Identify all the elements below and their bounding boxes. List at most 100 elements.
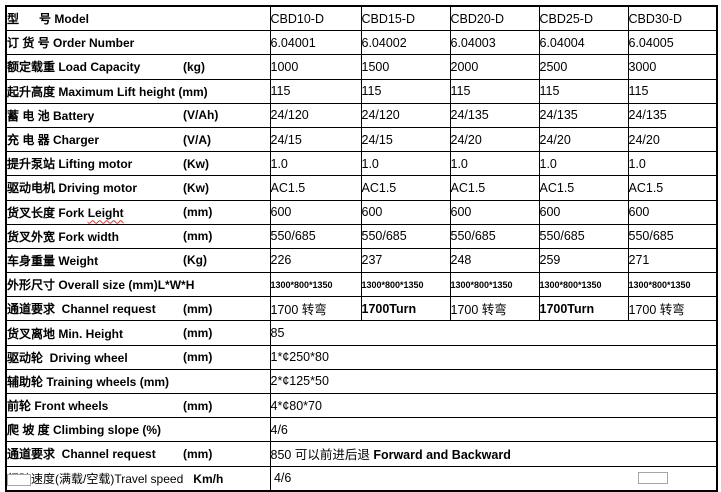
text-part: 货叉长度 Fork bbox=[7, 205, 88, 220]
text-part: 辅助轮 Training wheels (mm) bbox=[7, 374, 170, 389]
spec-value-channel-request-length: 850 可以前进后退 Forward and Backward bbox=[269, 441, 718, 467]
spec-table-body: 型 号 Model CBD10-D CBD15-D CBD20-D CBD25-D CBD… bbox=[5, 5, 718, 492]
unit-label: (mm) bbox=[183, 326, 213, 341]
spec-table: 型 号 Model CBD10-D CBD15-D CBD20-D CBD25-D CBD… bbox=[5, 5, 718, 492]
unit-label: (mm) bbox=[183, 229, 213, 244]
spec-value-fork-width-col3: 550/685 bbox=[449, 223, 540, 249]
table-row-charger: 充 电 器 Charger (V/A) 24/15 24/15 24/20 24/20 24… bbox=[5, 126, 718, 153]
spec-value-weight-col5: 271 bbox=[627, 247, 718, 274]
spec-value-charger-col1: 24/15 bbox=[269, 126, 362, 153]
spec-label-climbing-slope: 爬 坡 度 Climbing slope (%) bbox=[5, 417, 271, 443]
unit-label: (mm) bbox=[183, 398, 213, 413]
spec-value-lift-height-col4: 115 bbox=[538, 78, 629, 104]
spec-value-channel-request-turn-col2: 1700Turn bbox=[360, 296, 451, 322]
spec-value-order-number-col1: 6.04001 bbox=[269, 30, 362, 56]
text-part: 外形尺寸 Overall size (mm)L*W*H bbox=[7, 278, 195, 293]
spec-value-overall-size-col3: 1300*800*1350 bbox=[449, 272, 540, 298]
spec-value-channel-request-turn-col4: 1700Turn bbox=[538, 296, 629, 322]
table-row-front-wheels: 前轮 Front wheels (mm) 4*¢80*70 bbox=[5, 392, 718, 419]
spec-value-channel-request-turn-col1: 1700 转弯 bbox=[269, 296, 362, 322]
spec-value-lifting-motor-col1: 1.0 bbox=[269, 151, 362, 177]
spec-value-min-height: 85 bbox=[269, 320, 718, 346]
spec-label-overall-size: 外形尺寸 Overall size (mm)L*W*H bbox=[5, 272, 271, 298]
spec-value-load-capacity-col1: 1000 bbox=[269, 54, 362, 80]
spec-value-battery-col3: 24/135 bbox=[449, 102, 540, 128]
spec-label-travel-speed: 行驶速度(满载/空载)Travel speed Km/h bbox=[5, 465, 271, 492]
text-part: 订 货 号 Order Number bbox=[7, 36, 135, 51]
spec-value-fork-length-col1: 600 bbox=[269, 199, 362, 225]
spec-value-weight-col3: 248 bbox=[449, 247, 540, 274]
text-part: 蓄 电 池 Battery bbox=[7, 108, 95, 123]
text-part: 货叉外宽 Fork width bbox=[7, 229, 119, 244]
spec-value-order-number-col2: 6.04002 bbox=[360, 30, 451, 56]
unit-label: (V/Ah) bbox=[183, 108, 219, 123]
spec-label-channel-request-turn: 通道要求 Channel request (mm) bbox=[5, 296, 271, 322]
spec-label-model: 型 号 Model bbox=[5, 5, 271, 32]
table-row-driving-wheel: 驱动轮 Driving wheel (mm) 1*¢250*80 bbox=[5, 344, 718, 370]
spec-value-weight-col2: 237 bbox=[360, 247, 451, 274]
text-part: 充 电 器 Charger bbox=[7, 133, 100, 148]
spec-value-model-col2: CBD15-D bbox=[360, 5, 451, 32]
spec-value-overall-size-col5: 1300*800*1350 bbox=[627, 272, 718, 298]
spec-value-order-number-col5: 6.04005 bbox=[627, 30, 718, 56]
text-part: 车身重量 Weight bbox=[7, 253, 99, 268]
table-row-driving-motor: 驱动电机 Driving motor (Kw) AC1.5 AC1.5 AC1.5 AC1… bbox=[5, 175, 718, 201]
spec-label-driving-wheel: 驱动轮 Driving wheel (mm) bbox=[5, 344, 271, 370]
spec-value-overall-size-col1: 1300*800*1350 bbox=[269, 272, 362, 298]
table-row-lifting-motor: 提升泵站 Lifting motor (Kw) 1.0 1.0 1.0 1.0 1.0 bbox=[5, 151, 718, 177]
spec-value-load-capacity-col3: 2000 bbox=[449, 54, 540, 80]
spec-value-fork-width-col2: 550/685 bbox=[360, 223, 451, 249]
spec-value-driving-motor-col1: AC1.5 bbox=[269, 175, 362, 201]
spec-value-charger-col4: 24/20 bbox=[538, 126, 629, 153]
unit-label: (V/A) bbox=[183, 132, 211, 147]
spec-value-driving-wheel: 1*¢250*80 bbox=[269, 344, 718, 370]
unit-label: (mm) bbox=[183, 205, 213, 220]
spec-value-model-col4: CBD25-D bbox=[538, 5, 629, 32]
spec-value-channel-request-turn-col3: 1700 转弯 bbox=[449, 296, 540, 322]
spec-label-battery: 蓄 电 池 Battery (V/Ah) bbox=[5, 102, 271, 128]
spec-value-climbing-slope: 4/6 bbox=[269, 417, 718, 443]
spec-value-model-col5: CBD30-D bbox=[627, 5, 718, 32]
text-part: 驱动电机 Driving motor bbox=[7, 181, 138, 196]
spec-value-front-wheels: 4*¢80*70 bbox=[269, 392, 718, 419]
table-row-travel-speed: 行驶速度(满载/空载)Travel speed Km/h 4/6 bbox=[5, 465, 718, 492]
spec-value-driving-motor-col2: AC1.5 bbox=[360, 175, 451, 201]
spec-label-training-wheels: 辅助轮 Training wheels (mm) bbox=[5, 368, 271, 395]
spec-value-battery-col4: 24/135 bbox=[538, 102, 629, 128]
table-row-model: 型 号 Model CBD10-D CBD15-D CBD20-D CBD25-D CBD… bbox=[5, 5, 718, 32]
text-part: 通道要求 Channel request bbox=[7, 447, 156, 462]
spec-value-driving-motor-col3: AC1.5 bbox=[449, 175, 540, 201]
spec-label-front-wheels: 前轮 Front wheels (mm) bbox=[5, 392, 271, 419]
spec-value-weight-col4: 259 bbox=[538, 247, 629, 274]
spec-value-model-col3: CBD20-D bbox=[449, 5, 540, 32]
spec-label-driving-motor: 驱动电机 Driving motor (Kw) bbox=[5, 175, 271, 201]
partial-box-bottom-left bbox=[7, 474, 31, 486]
spec-value-channel-request-turn-col5: 1700 转弯 bbox=[627, 296, 718, 322]
table-row-order-number: 订 货 号 Order Number 6.04001 6.04002 6.04003 6… bbox=[5, 30, 718, 56]
spec-value-load-capacity-col2: 1500 bbox=[360, 54, 451, 80]
spec-label-fork-width: 货叉外宽 Fork width (mm) bbox=[5, 223, 271, 249]
table-row-min-height: 货叉离地 Min. Height (mm) 85 bbox=[5, 320, 718, 346]
unit-label: (Kg) bbox=[183, 253, 207, 268]
misspelled-word: Leight bbox=[87, 205, 124, 220]
spec-label-lift-height: 起升高度 Maximum Lift height (mm) bbox=[5, 78, 271, 104]
text-part: 850 可以前进后退 bbox=[270, 448, 374, 463]
spec-value-fork-width-col1: 550/685 bbox=[269, 223, 362, 249]
spec-label-order-number: 订 货 号 Order Number bbox=[5, 30, 271, 56]
spec-value-lift-height-col5: 115 bbox=[627, 78, 718, 104]
text-part: 爬 坡 度 Climbing slope (%) bbox=[7, 423, 162, 438]
table-row-fork-length: 货叉长度 Fork Leight (mm) 600 600 600 600 600 bbox=[5, 199, 718, 225]
table-row-lift-height: 起升高度 Maximum Lift height (mm) 115 115 115 11… bbox=[5, 78, 718, 104]
partial-box-bottom-right bbox=[638, 472, 668, 484]
unit-label: (Kw) bbox=[183, 156, 209, 171]
spec-value-weight-col1: 226 bbox=[269, 247, 362, 274]
spec-value-fork-length-col3: 600 bbox=[449, 199, 540, 225]
spec-value-overall-size-col4: 1300*800*1350 bbox=[538, 272, 629, 298]
text-part: 通道要求 Channel request bbox=[7, 302, 156, 317]
text-part: 前轮 Front wheels bbox=[7, 399, 109, 414]
spec-value-battery-col2: 24/120 bbox=[360, 102, 451, 128]
spec-label-min-height: 货叉离地 Min. Height (mm) bbox=[5, 320, 271, 346]
spec-value-lifting-motor-col4: 1.0 bbox=[538, 151, 629, 177]
spec-value-fork-length-col4: 600 bbox=[538, 199, 629, 225]
spec-value-model-col1: CBD10-D bbox=[269, 5, 362, 32]
